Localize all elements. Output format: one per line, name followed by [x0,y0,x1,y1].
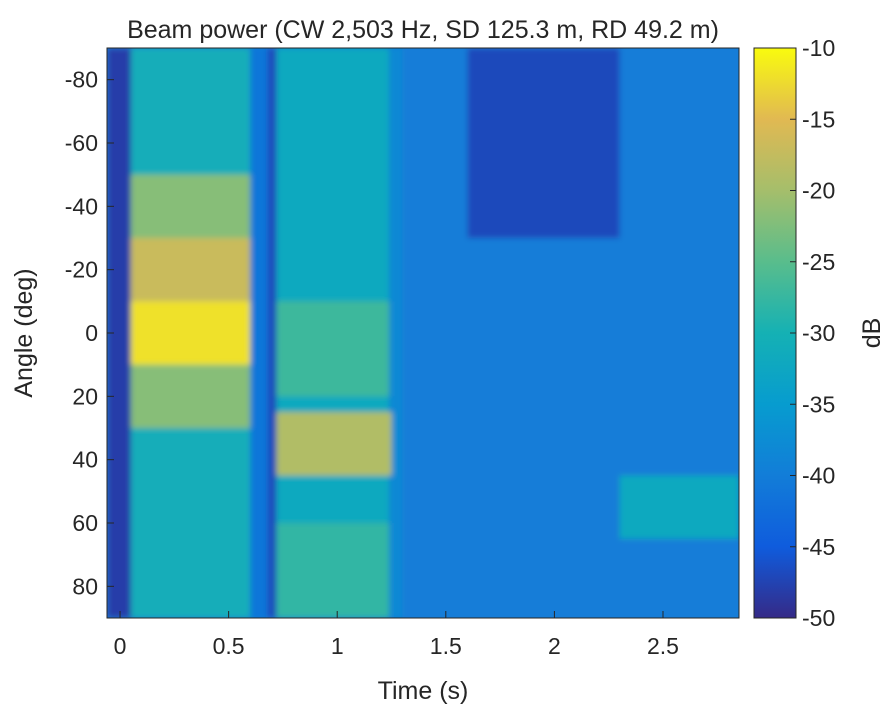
heatmap-region [276,301,390,397]
plot-area [107,48,739,618]
y-tick-label: -40 [65,193,98,219]
colorbar-tick-label: -25 [802,249,835,275]
colorbar-tick-label: -30 [802,320,835,346]
x-tick-label: 2.5 [647,633,679,659]
y-tick-label: 60 [72,510,98,536]
heatmap-region [276,412,396,476]
colorbar-tick-label: -15 [802,106,835,132]
y-tick-label: -80 [65,67,98,93]
x-tick-label: 1.5 [430,633,462,659]
y-tick-label: -20 [65,257,98,283]
x-axis: 0 0.5 1 1.5 2 2.5 [114,611,679,659]
colorbar-label: dB [858,318,886,349]
colorbar-tick-label: -20 [802,178,835,204]
x-tick-label: 0 [114,633,127,659]
y-tick-label: -60 [65,130,98,156]
heatmap-region [130,301,251,365]
heatmap-region [276,523,390,618]
y-tick-label: 80 [72,573,98,599]
y-tick-label: 0 [85,320,98,346]
heatmap-region [250,48,268,618]
heatmap-region [107,48,131,618]
colorbar-tick-label: -40 [802,463,835,489]
colorbar-gradient [754,48,796,618]
y-tick-label: 40 [72,447,98,473]
heatmap-region [130,238,251,302]
x-tick-label: 2 [548,633,561,659]
colorbar-tick-label: -10 [802,35,835,61]
y-axis: -80 -60 -40 -20 0 20 40 60 80 [65,67,114,599]
colorbar-ticks: -10 -15 -20 -25 -30 -35 -40 -45 -50 [790,35,835,631]
heatmap-region [619,475,739,539]
colorbar-tick-label: -35 [802,391,835,417]
heatmap-region [267,48,277,618]
colorbar: -10 -15 -20 -25 -30 -35 -40 -45 -50 dB [753,35,886,631]
chart-title: Beam power (CW 2,503 Hz, SD 125.3 m, RD … [127,16,719,44]
x-axis-label: Time (s) [378,677,469,705]
heatmap-region [467,48,620,238]
y-axis-label: Angle (deg) [10,268,38,397]
colorbar-tick-label: -45 [802,534,835,560]
x-tick-label: 1 [331,633,344,659]
x-tick-label: 0.5 [213,633,245,659]
y-tick-label: 20 [72,383,98,409]
heatmap-region [391,48,403,618]
colorbar-tick-label: -50 [802,605,835,631]
